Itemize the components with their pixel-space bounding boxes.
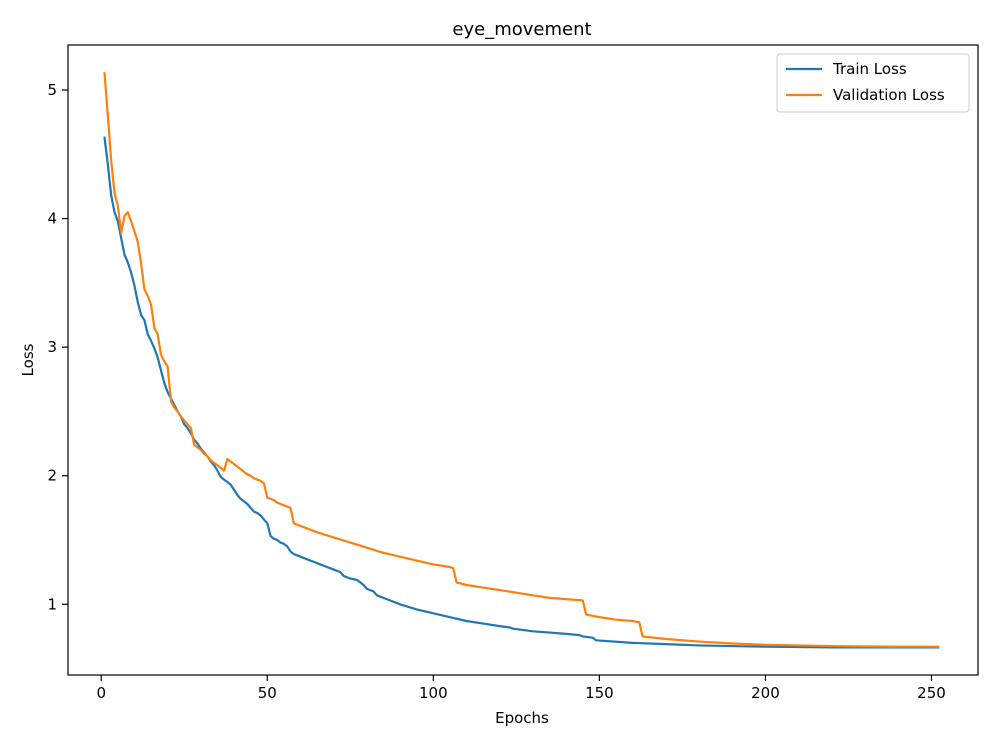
y-tick-label: 5 xyxy=(47,81,57,99)
y-tick-label: 3 xyxy=(47,338,57,356)
legend: Train Loss Validation Loss xyxy=(776,53,970,113)
plot-frame xyxy=(67,44,979,676)
series-line-train-loss xyxy=(103,136,940,649)
x-tick-label: 250 xyxy=(917,684,946,702)
x-axis-label: Epochs xyxy=(495,709,549,727)
x-tick-label: 200 xyxy=(751,684,780,702)
series-line-validation-loss xyxy=(103,72,940,648)
y-tick-label: 2 xyxy=(47,467,57,485)
x-tick-label: 50 xyxy=(258,684,277,702)
y-tick-label: 4 xyxy=(47,210,57,228)
x-axis-ticks: 0 50 100 150 200 250 xyxy=(96,675,946,702)
series-layer xyxy=(103,72,940,649)
x-tick-label: 150 xyxy=(585,684,614,702)
x-tick-label: 100 xyxy=(419,684,448,702)
y-axis-label: Loss xyxy=(19,343,37,376)
y-axis-ticks: 1 2 3 4 5 xyxy=(47,81,68,613)
legend-label: Train Loss xyxy=(832,60,907,78)
x-tick-label: 0 xyxy=(96,684,106,702)
legend-label: Validation Loss xyxy=(833,86,945,104)
legend-box xyxy=(776,53,970,113)
y-tick-label: 1 xyxy=(47,595,57,613)
plot-area xyxy=(68,45,978,675)
chart-title: eye_movement xyxy=(452,19,591,40)
